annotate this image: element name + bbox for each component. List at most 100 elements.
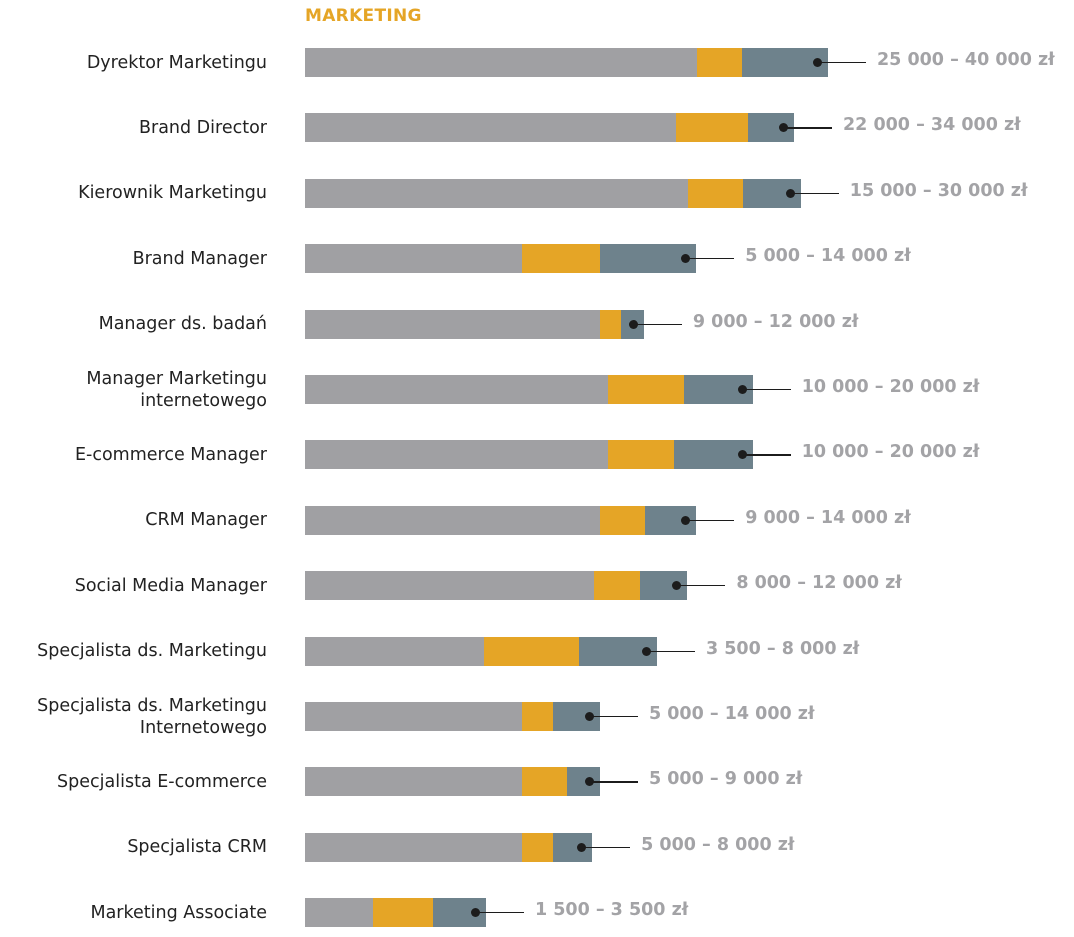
data-label: 5 000 – 14 000 zł bbox=[745, 246, 911, 267]
bar-segment-1 bbox=[305, 309, 600, 339]
bar-segment-3 bbox=[599, 244, 697, 274]
bar-row: Specjalista E-commerce 5 000 – 9 000 zł bbox=[0, 767, 1074, 797]
category-label: Specjalista CRM bbox=[127, 837, 267, 858]
bar-row: Manager Marketingu internetowego 10 000 –… bbox=[0, 369, 1074, 411]
bar-row: Dyrektor Marketingu 25 000 – 40 000 zł bbox=[0, 48, 1074, 77]
bar-segment-2 bbox=[675, 113, 748, 143]
bar-segment-2 bbox=[522, 702, 553, 731]
bar-segment-2 bbox=[607, 440, 674, 470]
leader-line bbox=[817, 62, 866, 64]
bar-segment-1 bbox=[305, 832, 523, 862]
bar-end-dot bbox=[672, 581, 682, 591]
category-label: Dyrektor Marketingu bbox=[86, 52, 267, 73]
bar-segment-2 bbox=[483, 636, 580, 666]
bar-segment-2 bbox=[522, 244, 600, 274]
leader-line bbox=[685, 519, 735, 522]
category-label: Marketing Associate bbox=[90, 902, 267, 923]
bar-row: Manager ds. badań 9 000 – 12 000 zł bbox=[0, 309, 1074, 339]
data-label: 5 000 – 8 000 zł bbox=[641, 834, 795, 855]
leader-line bbox=[581, 846, 631, 849]
bar-row: Brand Director 22 000 – 34 000 zł bbox=[0, 113, 1074, 143]
category-label: Specjalista ds. Marketingu Internetowego bbox=[37, 695, 267, 738]
bar-row: Brand Manager 5 000 – 14 000 zł bbox=[0, 244, 1074, 274]
bar-segment-2 bbox=[687, 178, 743, 208]
bar-row: Specjalista CRM 5 000 – 8 000 zł bbox=[0, 832, 1074, 862]
bar-end-dot bbox=[584, 712, 594, 721]
data-label: 10 000 – 20 000 zł bbox=[801, 442, 980, 463]
bar-segment-1 bbox=[305, 375, 608, 404]
category-label: Social Media Manager bbox=[74, 575, 267, 596]
data-label: 10 000 – 20 000 zł bbox=[801, 377, 980, 397]
bar-end-dot bbox=[813, 58, 822, 67]
bar-segment-2 bbox=[522, 832, 553, 862]
bar-segment-2 bbox=[522, 767, 567, 797]
bar-segment-1 bbox=[305, 571, 595, 601]
category-label: Kierownik Marketingu bbox=[78, 183, 267, 204]
bar-segment-2 bbox=[594, 571, 641, 601]
category-label: CRM Manager bbox=[145, 510, 267, 531]
bar-segment-1 bbox=[305, 113, 676, 143]
bar-end-dot bbox=[737, 385, 747, 394]
data-label: 1 500 – 3 500 zł bbox=[534, 900, 689, 921]
bar-segment-2 bbox=[599, 505, 645, 535]
data-label: 5 000 – 9 000 zł bbox=[648, 769, 803, 790]
leader-line bbox=[474, 912, 524, 914]
bar-segment-2 bbox=[607, 375, 684, 404]
category-label: Specjalista E-commerce bbox=[57, 771, 267, 792]
bar-end-dot bbox=[584, 777, 594, 787]
leader-line bbox=[588, 781, 638, 783]
data-label: 22 000 – 34 000 zł bbox=[843, 115, 1021, 136]
bar-segment-1 bbox=[305, 702, 523, 731]
data-label: 8 000 – 12 000 zł bbox=[736, 573, 902, 594]
bar-end-dot bbox=[628, 319, 638, 329]
data-label: 3 500 – 8 000 zł bbox=[705, 638, 860, 659]
bar-segment-2 bbox=[599, 309, 621, 339]
bar-segment-2 bbox=[697, 48, 743, 77]
bar-row: Marketing Associate 1 500 – 3 500 zł bbox=[0, 898, 1074, 928]
data-label: 15 000 – 30 000 zł bbox=[849, 180, 1028, 201]
bar-row: Social Media Manager 8 000 – 12 000 zł bbox=[0, 571, 1074, 601]
leader-line bbox=[588, 716, 638, 718]
chart-title: MARKETING bbox=[305, 6, 422, 26]
leader-line bbox=[789, 192, 839, 195]
bar-end-dot bbox=[470, 908, 480, 918]
bar-end-dot bbox=[681, 254, 691, 264]
bar-row: E-commerce Manager 10 000 – 20 000 zł bbox=[0, 440, 1074, 470]
bar-row: Kierownik Marketingu 15 000 – 30 000 zł bbox=[0, 178, 1074, 208]
leader-line bbox=[632, 323, 682, 325]
bar-segment-1 bbox=[305, 440, 608, 470]
bar-row: Specjalista ds. Marketingu Internetowego… bbox=[0, 696, 1074, 738]
leader-line bbox=[685, 258, 735, 260]
bar-end-dot bbox=[737, 450, 747, 460]
bar-segment-1 bbox=[305, 767, 523, 797]
leader-line bbox=[741, 454, 791, 456]
bar-end-dot bbox=[577, 842, 587, 852]
bar-segment-1 bbox=[305, 178, 688, 208]
category-label: Brand Manager bbox=[132, 248, 267, 269]
leader-line bbox=[645, 650, 695, 652]
category-label: E-commerce Manager bbox=[74, 444, 267, 465]
leader-line bbox=[676, 585, 726, 587]
bar-end-dot bbox=[641, 646, 651, 656]
bar-segment-1 bbox=[305, 505, 600, 535]
bar-segment-1 bbox=[305, 244, 523, 274]
bar-row: CRM Manager 9 000 – 14 000 zł bbox=[0, 505, 1074, 535]
bar-end-dot bbox=[779, 123, 788, 133]
category-label: Brand Director bbox=[139, 117, 267, 138]
category-label: Manager ds. badań bbox=[98, 314, 267, 335]
bar-row: Specjalista ds. Marketingu 3 500 – 8 000 … bbox=[0, 636, 1074, 666]
category-label: Manager Marketingu internetowego bbox=[86, 368, 267, 411]
leader-line bbox=[741, 389, 791, 391]
data-label: 5 000 – 14 000 zł bbox=[648, 704, 815, 724]
bar-end-dot bbox=[785, 188, 795, 198]
data-label: 9 000 – 12 000 zł bbox=[692, 311, 859, 332]
bar-end-dot bbox=[681, 515, 691, 525]
data-label: 9 000 – 14 000 zł bbox=[745, 507, 911, 528]
bar-segment-1 bbox=[305, 636, 484, 666]
bar-segment-1 bbox=[305, 48, 698, 77]
bar-segment-1 bbox=[305, 898, 373, 928]
category-label: Specjalista ds. Marketingu bbox=[37, 641, 267, 662]
bar-segment-2 bbox=[372, 898, 434, 928]
data-label: 25 000 – 40 000 zł bbox=[877, 50, 1055, 70]
leader-line bbox=[783, 127, 832, 129]
